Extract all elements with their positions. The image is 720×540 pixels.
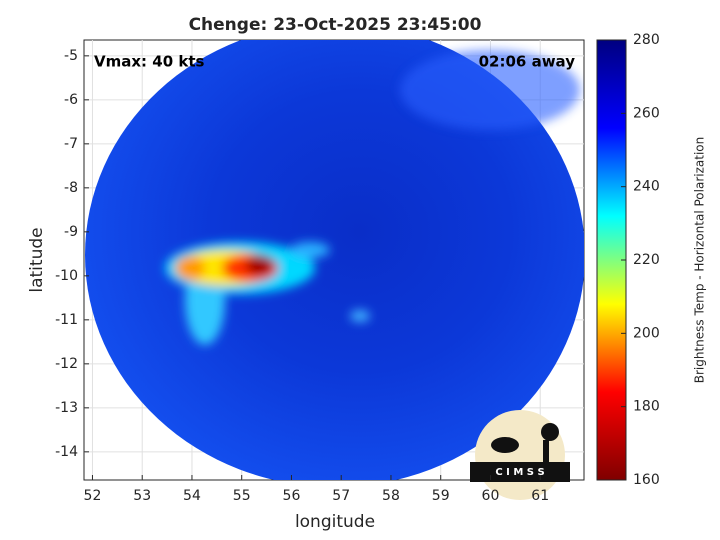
x-tick-label: 52 [84, 488, 102, 504]
x-tick-label: 53 [133, 488, 151, 504]
y-tick-label: -13 [55, 400, 78, 416]
y-tick-label: -8 [64, 180, 78, 196]
colorbar-tick-label: 180 [633, 399, 660, 415]
y-tick-label: -10 [55, 268, 78, 284]
colorbar-label: Brightness Temp - Horizontal Polarizatio… [693, 137, 707, 384]
colorbar-tick-label: 220 [633, 252, 660, 268]
chart-title: Chenge: 23-Oct-2025 23:45:00 [189, 15, 482, 35]
annotation: 02:06 away [479, 53, 576, 71]
y-axis-label: latitude [27, 227, 47, 292]
y-tick-label: -11 [55, 312, 78, 328]
y-tick-label: -12 [55, 356, 78, 372]
x-tick-label: 57 [332, 488, 350, 504]
colorbar-tick-label: 200 [633, 325, 660, 341]
logo-text: C I M S S [495, 467, 544, 478]
y-tick-label: -6 [64, 92, 78, 108]
y-tick-label: -9 [64, 224, 78, 240]
x-axis-label: longitude [295, 512, 375, 532]
colorbar-tick-label: 240 [633, 179, 660, 195]
y-tick-label: -14 [55, 444, 78, 460]
x-tick-label: 56 [283, 488, 301, 504]
y-tick-label: -7 [64, 136, 78, 152]
colorbar-tick-label: 280 [633, 32, 660, 48]
brightness-image [85, 40, 584, 480]
colorbar-tick-label: 160 [633, 472, 660, 488]
annotation: Vmax: 40 kts [94, 53, 204, 71]
x-tick-label: 61 [531, 488, 549, 504]
x-tick-label: 59 [432, 488, 450, 504]
y-tick-label: -5 [64, 48, 78, 64]
x-tick-label: 54 [183, 488, 201, 504]
colorbar-tick-label: 260 [633, 105, 660, 121]
x-tick-label: 60 [482, 488, 500, 504]
logo: C I M S S [470, 410, 570, 500]
x-tick-label: 55 [233, 488, 251, 504]
x-tick-label: 58 [382, 488, 400, 504]
